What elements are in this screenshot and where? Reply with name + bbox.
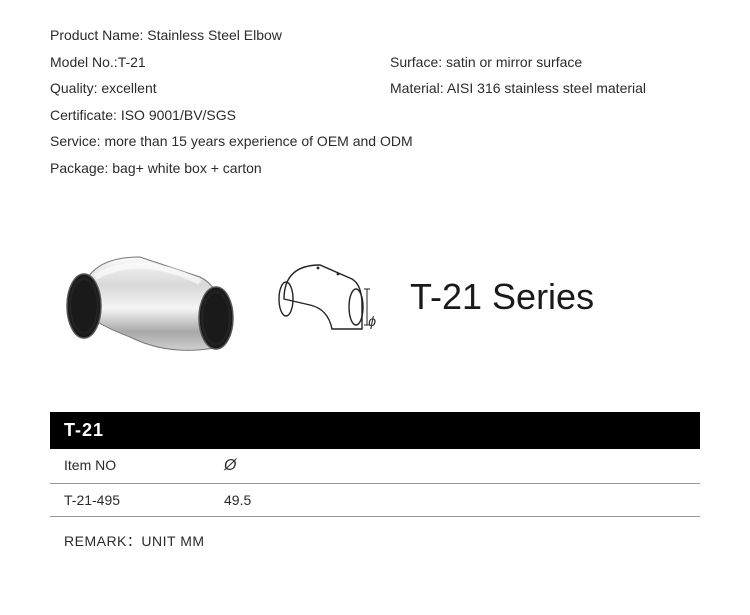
label: Material:: [390, 80, 444, 96]
label: Surface:: [390, 54, 442, 70]
value: more than 15 years experience of OEM and…: [104, 133, 412, 149]
spec-model-no: Model No.:T-21: [50, 49, 390, 76]
cell-diameter: 49.5: [224, 492, 364, 508]
col-header-itemno: Item NO: [64, 457, 224, 475]
value: Stainless Steel Elbow: [147, 27, 282, 43]
product-illustration-row: ϕ T-21 Series: [50, 222, 700, 372]
remark-line: REMARK：UNIT MM: [50, 517, 700, 551]
elbow-diagram: ϕ: [270, 247, 370, 347]
col-header-diameter: Ø: [224, 457, 364, 475]
value: AISI 316 stainless steel material: [447, 80, 646, 96]
spec-material: Material: AISI 316 stainless steel mater…: [390, 75, 700, 102]
remark-value: UNIT MM: [141, 533, 204, 549]
spec-surface: Surface: satin or mirror surface: [390, 49, 700, 76]
value: excellent: [101, 80, 156, 96]
spec-block: Product Name: Stainless Steel Elbow Mode…: [50, 22, 700, 182]
label: Model No.:: [50, 54, 118, 70]
phi-symbol: ϕ: [368, 313, 376, 329]
label: Package:: [50, 160, 108, 176]
series-title: T-21 Series: [410, 276, 594, 318]
spec-quality: Quality: excellent: [50, 75, 390, 102]
elbow-photo: [50, 222, 250, 372]
remark-label: REMARK：: [64, 533, 141, 549]
table-row: T-21-495 49.5: [50, 484, 700, 517]
cell-itemno: T-21-495: [64, 492, 224, 508]
spec-product-name: Product Name: Stainless Steel Elbow: [50, 22, 390, 49]
label: Product Name:: [50, 27, 143, 43]
table-header-row: Item NO Ø: [50, 449, 700, 484]
value: satin or mirror surface: [446, 54, 582, 70]
table-title-bar: T-21: [50, 412, 700, 449]
value: bag+ white box + carton: [112, 160, 261, 176]
label: Quality:: [50, 80, 97, 96]
spec-service: Service: more than 15 years experience o…: [50, 128, 413, 155]
label: Service:: [50, 133, 101, 149]
spec-certificate: Certificate: ISO 9001/BV/SGS: [50, 102, 236, 129]
spec-package: Package: bag+ white box + carton: [50, 155, 262, 182]
label: Certificate:: [50, 107, 117, 123]
value: ISO 9001/BV/SGS: [121, 107, 236, 123]
value: T-21: [118, 54, 146, 70]
spec-table: T-21 Item NO Ø T-21-495 49.5 REMARK：UNIT…: [50, 412, 700, 551]
